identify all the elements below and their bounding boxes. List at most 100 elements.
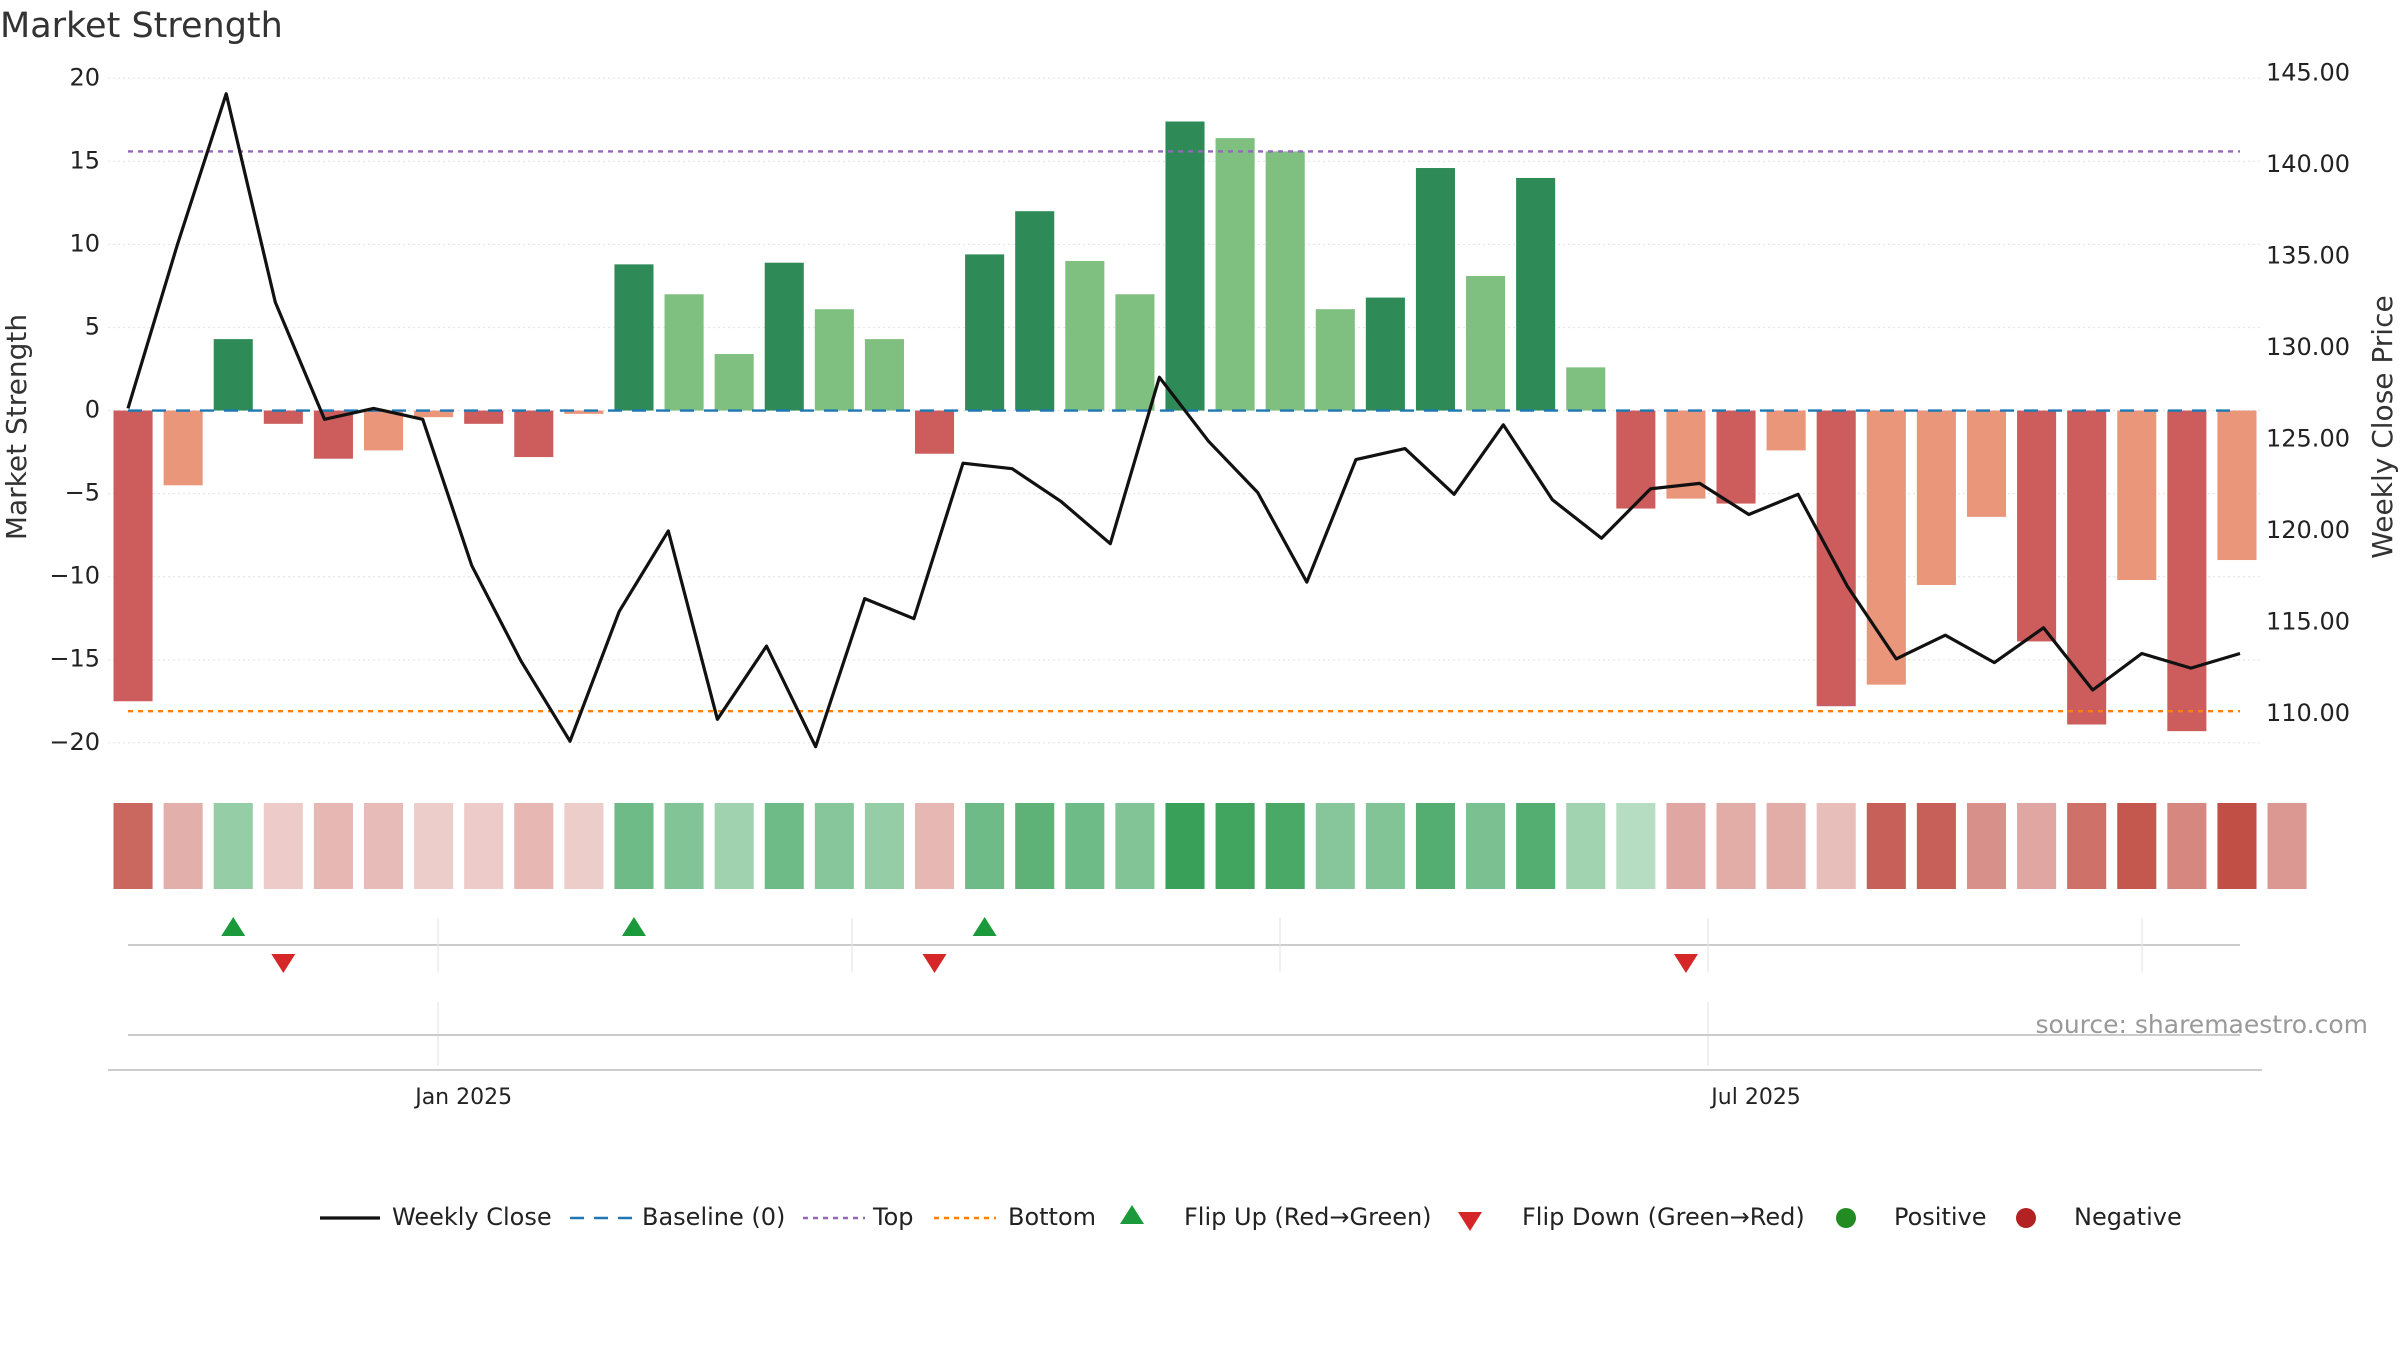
strength-bar (1566, 367, 1606, 411)
strength-bar (263, 410, 303, 424)
heat-strip-cell (764, 803, 804, 889)
strength-bar (614, 264, 654, 411)
heat-strip-cell (113, 803, 153, 889)
legend-item: Baseline (0) (570, 1203, 785, 1231)
y-left-tick-label: −20 (49, 728, 100, 756)
heat-strip-cell (2067, 803, 2107, 889)
strength-bar (1816, 410, 1856, 707)
y-left-tick-label: 5 (85, 312, 100, 340)
y-left-tick-label: −15 (49, 645, 100, 673)
strength-bar (213, 339, 253, 411)
strength-bar (1866, 410, 1906, 685)
heat-strip-cell (1065, 803, 1105, 889)
legend-item: Positive (1836, 1203, 1987, 1231)
legend-label: Flip Down (Green→Red) (1522, 1203, 1805, 1231)
flip-up-marker (972, 917, 997, 936)
strength-bar (1365, 297, 1405, 411)
y-left-tick-label: −10 (49, 562, 100, 590)
strength-bar (764, 262, 804, 411)
strength-bar (965, 254, 1005, 411)
y-right-tick-label: 115.00 (2266, 607, 2350, 635)
y-left-tick-label: 0 (85, 396, 100, 424)
legend-label: Top (872, 1203, 914, 1231)
heat-strip-cell (914, 803, 955, 889)
heat-strip-cell (1666, 803, 1706, 889)
heat-strip-cell (564, 803, 604, 889)
legend-item: Weekly Close (320, 1203, 552, 1231)
heat-strip-cell (1816, 803, 1856, 889)
flip-down-marker (922, 954, 947, 973)
heat-strip-cell (1215, 803, 1255, 889)
heat-strip-cell (965, 803, 1005, 889)
strength-bar (1265, 151, 1305, 411)
heat-strip-cell (814, 803, 854, 889)
heat-strip-cell (2117, 803, 2157, 889)
y-right-axis-title: Weekly Close Price (2366, 295, 2399, 558)
flip-up-marker (221, 917, 246, 936)
strength-bar (1115, 294, 1155, 411)
strength-bar (2017, 410, 2057, 642)
strength-bar (1916, 410, 1956, 585)
strength-bar (1415, 168, 1456, 411)
heat-strip-cell (263, 803, 303, 889)
legend-label: Flip Up (Red→Green) (1184, 1203, 1432, 1231)
strength-bar (814, 309, 854, 411)
y-right-tick-label: 120.00 (2266, 516, 2350, 544)
x-tick-label: Jul 2025 (1709, 1085, 1801, 1110)
flip-down-marker (271, 954, 296, 973)
heat-strip-cell (1115, 803, 1155, 889)
heat-strip-cell (313, 803, 353, 889)
strength-bar (1065, 261, 1105, 411)
heat-strip-cell (1566, 803, 1606, 889)
strength-bar (113, 410, 153, 702)
legend-label: Positive (1894, 1203, 1987, 1231)
strength-bar (514, 410, 554, 458)
heat-strip-cell (213, 803, 253, 889)
flip-up-marker (621, 917, 646, 936)
strength-bar (2067, 410, 2107, 725)
strength-bar (1215, 138, 1255, 411)
strength-bar (464, 410, 504, 424)
strength-bar (363, 410, 404, 451)
heat-strip-cell (1916, 803, 1956, 889)
flip-down-marker (1673, 954, 1698, 973)
heat-strip-cell (1365, 803, 1405, 889)
strength-bar (1716, 410, 1756, 504)
heat-strip-cell (414, 803, 454, 889)
strength-bar (414, 410, 454, 418)
heat-strip-cell (1866, 803, 1906, 889)
heat-strip-cell (2017, 803, 2057, 889)
weekly-close-line (126, 92, 2241, 749)
legend-item: Top (803, 1203, 914, 1231)
y-left-tick-label: 15 (69, 146, 100, 174)
heat-strip-cell (1966, 803, 2007, 889)
heat-strip-cell (1766, 803, 1806, 889)
heat-strip-cell (2167, 803, 2207, 889)
y-left-tick-label: 20 (69, 63, 100, 91)
y-right-tick-label: 145.00 (2266, 59, 2350, 87)
legend-item: Negative (2016, 1203, 2182, 1231)
heat-strip-cell (1265, 803, 1305, 889)
source-label: source: sharemaestro.com (2036, 1010, 2369, 1039)
strength-bar (914, 410, 955, 454)
heat-strip-cell (664, 803, 704, 889)
heat-strip-cell (1315, 803, 1355, 889)
heat-strip-cell (1015, 803, 1055, 889)
legend-item: Flip Down (Green→Red) (1458, 1203, 1805, 1231)
heat-strip-cell (363, 803, 404, 889)
strength-bar (163, 410, 203, 486)
legend-item: Flip Up (Red→Green) (1120, 1203, 1432, 1231)
strength-bar (1165, 121, 1205, 411)
legend-label: Weekly Close (392, 1203, 552, 1231)
heat-strip-cell (163, 803, 203, 889)
heat-strip-cell (1516, 803, 1556, 889)
strength-bar (864, 339, 904, 411)
legend-label: Negative (2074, 1203, 2182, 1231)
legend-item: Bottom (934, 1203, 1096, 1231)
legend-flip-up-icon (1120, 1205, 1144, 1224)
strength-bar (1766, 410, 1806, 451)
strength-bar (714, 354, 754, 411)
strength-bar (564, 410, 604, 414)
y-right-tick-label: 110.00 (2266, 699, 2350, 727)
